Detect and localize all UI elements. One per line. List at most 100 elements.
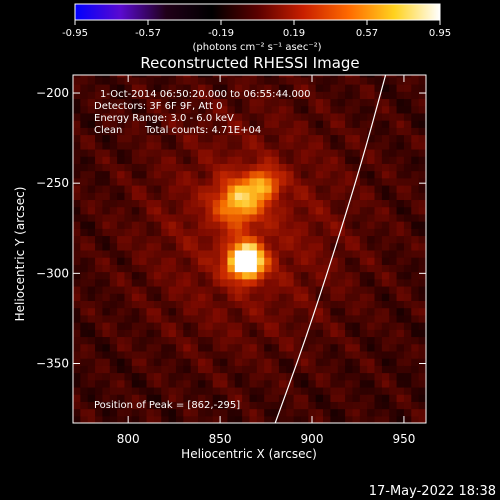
- heatmap-cell: [264, 386, 273, 395]
- heatmap-cell: [190, 127, 199, 136]
- heatmap-cell: [293, 213, 302, 222]
- heatmap-cell: [411, 408, 420, 417]
- heatmap-cell: [117, 401, 126, 410]
- heatmap-cell: [168, 213, 177, 222]
- heatmap-cell: [87, 264, 96, 273]
- heatmap-cell: [131, 213, 140, 222]
- heatmap-cell: [411, 98, 420, 107]
- heatmap-cell: [227, 285, 236, 294]
- y-tick-label: −300: [36, 266, 69, 280]
- heatmap-cell: [175, 228, 184, 237]
- heatmap-cell: [256, 249, 265, 258]
- heatmap-cell: [168, 271, 177, 280]
- heatmap-cell: [286, 98, 295, 107]
- heatmap-cell: [73, 177, 81, 186]
- heatmap-cell: [95, 184, 104, 193]
- heatmap-cell: [396, 300, 405, 309]
- heatmap-cell: [293, 278, 302, 287]
- heatmap-cell: [271, 358, 280, 366]
- heatmap-cell: [264, 278, 273, 287]
- heatmap-cell: [418, 127, 426, 136]
- heatmap-cell: [271, 372, 280, 381]
- heatmap-cell: [256, 148, 265, 157]
- heatmap-cell: [367, 170, 376, 179]
- heatmap-cell: [249, 322, 258, 330]
- heatmap-cell: [198, 163, 206, 172]
- heatmap-cell: [330, 257, 339, 265]
- heatmap-cell: [73, 105, 81, 114]
- heatmap-cell: [293, 307, 302, 316]
- heatmap-cell: [183, 192, 192, 201]
- heatmap-cell: [374, 84, 383, 92]
- heatmap-cell: [278, 184, 287, 193]
- heatmap-cell: [205, 199, 214, 208]
- heatmap-cell: [190, 206, 199, 215]
- heatmap-cell: [73, 84, 81, 92]
- heatmap-cell: [80, 141, 89, 150]
- heatmap-cell: [117, 343, 126, 352]
- heatmap-cell: [315, 134, 324, 143]
- heatmap-cell: [95, 221, 104, 229]
- heatmap-cell: [131, 322, 140, 330]
- heatmap-cell: [411, 141, 420, 150]
- heatmap-cell: [109, 329, 118, 338]
- heatmap-cell: [95, 257, 104, 265]
- heatmap-cell: [183, 336, 192, 345]
- heatmap-cell: [198, 285, 206, 294]
- heatmap-cell: [190, 322, 199, 330]
- heatmap-cell: [175, 372, 184, 381]
- heatmap-cell: [87, 170, 96, 179]
- heatmap-cell: [286, 257, 295, 265]
- heatmap-cell: [139, 141, 148, 150]
- heatmap-cell: [242, 206, 251, 215]
- heatmap-cell: [183, 127, 192, 136]
- heatmap-cell: [153, 350, 162, 359]
- heatmap-cell: [183, 394, 192, 402]
- heatmap-cell: [212, 84, 221, 92]
- heatmap-cell: [411, 257, 420, 265]
- heatmap-cell: [175, 249, 184, 258]
- heatmap-cell: [161, 91, 170, 100]
- heatmap-cell: [256, 408, 265, 417]
- heatmap-cell: [249, 105, 258, 114]
- heatmap-cell: [293, 221, 302, 229]
- heatmap-cell: [264, 365, 273, 374]
- heatmap-cell: [359, 213, 368, 222]
- heatmap-cell: [73, 112, 81, 121]
- heatmap-cell: [175, 285, 184, 294]
- heatmap-cell: [418, 105, 426, 114]
- heatmap-cell: [337, 300, 346, 309]
- heatmap-cell: [359, 386, 368, 395]
- heatmap-cell: [212, 408, 221, 417]
- heatmap-cell: [242, 228, 251, 237]
- heatmap-cell: [183, 134, 192, 143]
- heatmap-cell: [396, 264, 405, 273]
- heatmap-cell: [190, 105, 199, 114]
- heatmap-cell: [308, 127, 317, 136]
- heatmap-cell: [418, 221, 426, 229]
- heatmap-cell: [264, 105, 273, 114]
- heatmap-cell: [286, 221, 295, 229]
- heatmap-cell: [131, 293, 140, 301]
- heatmap-cell: [87, 401, 96, 410]
- heatmap-cell: [396, 184, 405, 193]
- heatmap-cell: [337, 75, 346, 78]
- heatmap-cell: [205, 358, 214, 366]
- heatmap-cell: [271, 285, 280, 294]
- colorbar-tick-label: 0.95: [429, 28, 451, 39]
- heatmap-cell: [381, 386, 390, 395]
- heatmap-cell: [300, 285, 309, 294]
- heatmap-cell: [352, 141, 361, 150]
- heatmap-cell: [153, 105, 162, 114]
- heatmap-cell: [124, 228, 133, 237]
- heatmap-cell: [286, 170, 295, 179]
- heatmap-cell: [190, 372, 199, 381]
- heatmap-cell: [352, 91, 361, 100]
- heatmap-cell: [359, 394, 368, 402]
- heatmap-cell: [183, 293, 192, 301]
- heatmap-cell: [381, 76, 390, 85]
- heatmap-cell: [175, 278, 184, 287]
- heatmap-cell: [146, 257, 155, 265]
- heatmap-cell: [396, 235, 405, 244]
- heatmap-cell: [146, 278, 155, 287]
